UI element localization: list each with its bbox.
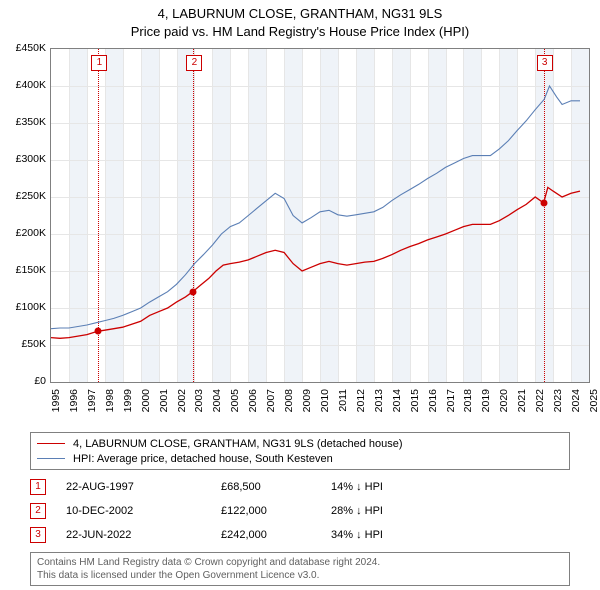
x-axis-label: 2023	[552, 389, 564, 412]
transaction-marker-box: 3	[30, 527, 46, 543]
transactions-list: 1 22-AUG-1997 £68,500 14% ↓ HPI 2 10-DEC…	[30, 475, 570, 547]
transaction-price: £242,000	[221, 529, 331, 541]
legend-label: 4, LABURNUM CLOSE, GRANTHAM, NG31 9LS (d…	[73, 438, 403, 450]
x-axis-label: 2015	[409, 389, 421, 412]
x-axis-label: 2011	[337, 389, 349, 412]
legend-item: 4, LABURNUM CLOSE, GRANTHAM, NG31 9LS (d…	[37, 436, 563, 451]
y-axis-label: £200K	[16, 227, 46, 239]
transaction-delta: 34% ↓ HPI	[331, 529, 383, 541]
x-axis-label: 2016	[427, 389, 439, 412]
legend-swatch	[37, 443, 65, 444]
x-axis-label: 2025	[588, 389, 600, 412]
chart-plot-area: 123	[50, 48, 590, 383]
transaction-marker-box: 1	[30, 479, 46, 495]
transaction-row: 1 22-AUG-1997 £68,500 14% ↓ HPI	[30, 475, 570, 499]
transaction-price: £68,500	[221, 481, 331, 493]
x-axis: 1995 1996 1997 1998 1999 2000 2001 2002 2003 2004…	[50, 383, 590, 429]
y-axis-label: £250K	[16, 190, 46, 202]
x-axis-label: 2004	[211, 389, 223, 412]
x-axis-label: 2022	[534, 389, 546, 412]
y-axis: £0£50K£100K£150K£200K£250K£300K£350K£400…	[4, 48, 48, 383]
series-price_paid	[51, 187, 580, 338]
footer-box: Contains HM Land Registry data © Crown c…	[30, 552, 570, 586]
x-axis-label: 2017	[445, 389, 457, 412]
x-axis-label: 2010	[319, 389, 331, 412]
transaction-row: 2 10-DEC-2002 £122,000 28% ↓ HPI	[30, 499, 570, 523]
x-axis-label: 2006	[247, 389, 259, 412]
y-axis-label: £450K	[16, 42, 46, 54]
x-axis-label: 2013	[373, 389, 385, 412]
transaction-marker-box: 2	[30, 503, 46, 519]
transaction-delta: 28% ↓ HPI	[331, 505, 383, 517]
transaction-date: 22-AUG-1997	[66, 481, 221, 493]
page-title: 4, LABURNUM CLOSE, GRANTHAM, NG31 9LS	[0, 6, 600, 21]
chart-series	[51, 49, 589, 382]
transaction-date: 22-JUN-2022	[66, 529, 221, 541]
x-axis-label: 2008	[283, 389, 295, 412]
x-axis-label: 2018	[462, 389, 474, 412]
x-axis-label: 2001	[158, 389, 170, 412]
x-axis-label: 1997	[86, 389, 98, 412]
y-axis-label: £150K	[16, 264, 46, 276]
footer-line: Contains HM Land Registry data © Crown c…	[37, 556, 563, 569]
x-axis-label: 2024	[570, 389, 582, 412]
x-axis-label: 2019	[480, 389, 492, 412]
transaction-price: £122,000	[221, 505, 331, 517]
x-axis-label: 2009	[301, 389, 313, 412]
x-axis-label: 2007	[265, 389, 277, 412]
x-axis-label: 2012	[355, 389, 367, 412]
y-axis-label: £300K	[16, 153, 46, 165]
transaction-date: 10-DEC-2002	[66, 505, 221, 517]
x-axis-label: 2002	[176, 389, 188, 412]
series-hpi	[51, 86, 580, 329]
x-axis-label: 2005	[229, 389, 241, 412]
y-axis-label: £400K	[16, 79, 46, 91]
y-axis-label: £350K	[16, 116, 46, 128]
transaction-delta: 14% ↓ HPI	[331, 481, 383, 493]
x-axis-label: 1999	[122, 389, 134, 412]
y-axis-label: £0	[34, 375, 46, 387]
y-axis-label: £100K	[16, 301, 46, 313]
footer-line: This data is licensed under the Open Gov…	[37, 569, 563, 582]
x-axis-label: 1998	[104, 389, 116, 412]
legend-label: HPI: Average price, detached house, Sout…	[73, 453, 333, 465]
x-axis-label: 2020	[498, 389, 510, 412]
page-subtitle: Price paid vs. HM Land Registry's House …	[0, 24, 600, 39]
x-axis-label: 2003	[193, 389, 205, 412]
legend-box: 4, LABURNUM CLOSE, GRANTHAM, NG31 9LS (d…	[30, 432, 570, 470]
legend-swatch	[37, 458, 65, 459]
x-axis-label: 1995	[50, 389, 62, 412]
x-axis-label: 1996	[68, 389, 80, 412]
legend-item: HPI: Average price, detached house, Sout…	[37, 451, 563, 466]
y-axis-label: £50K	[21, 338, 46, 350]
x-axis-label: 2000	[140, 389, 152, 412]
transaction-row: 3 22-JUN-2022 £242,000 34% ↓ HPI	[30, 523, 570, 547]
x-axis-label: 2014	[391, 389, 403, 412]
x-axis-label: 2021	[516, 389, 528, 412]
